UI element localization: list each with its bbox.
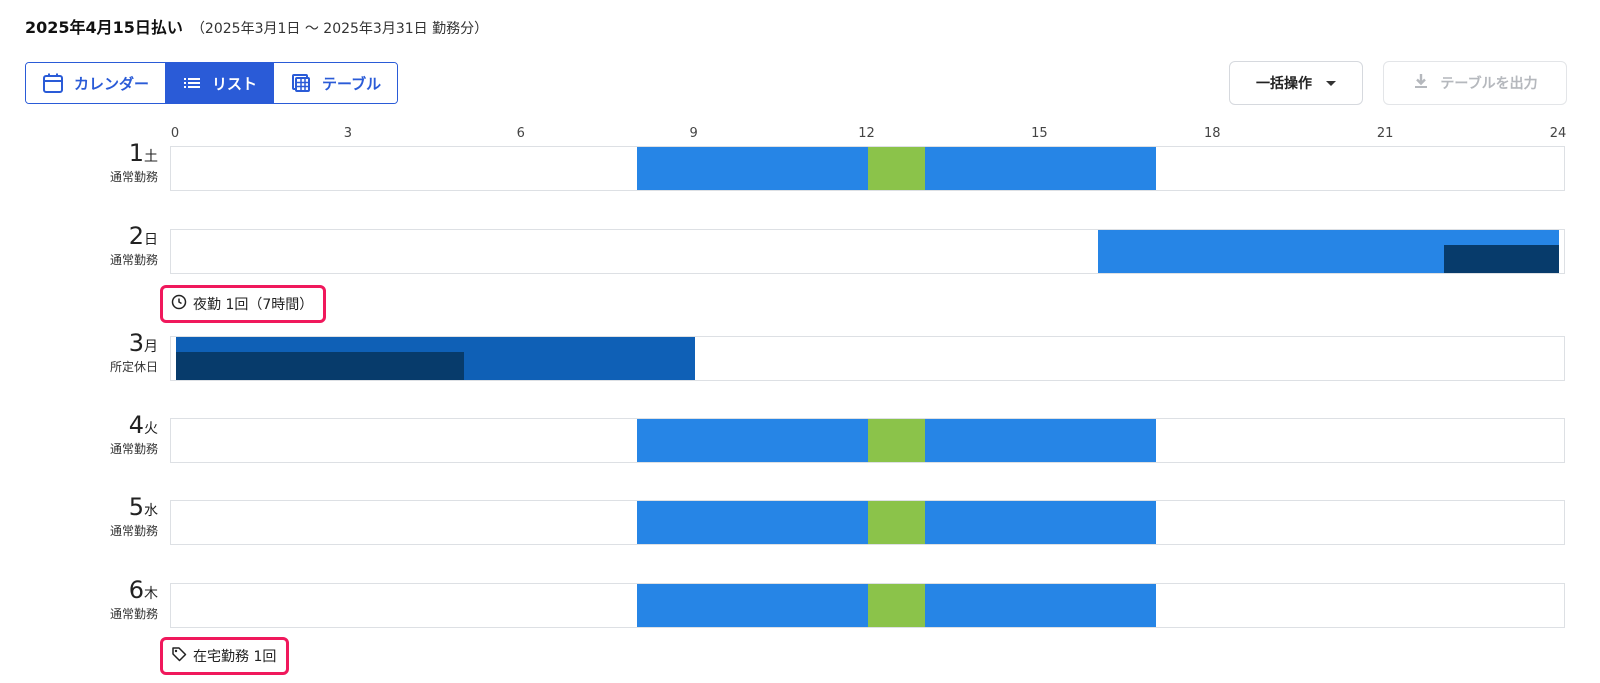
- bulk-actions-label: 一括操作: [1256, 76, 1312, 92]
- list-view-label: リスト: [212, 74, 258, 93]
- work-segment[interactable]: [925, 147, 1156, 190]
- list-icon: [182, 73, 202, 93]
- day-timeline-track[interactable]: [170, 229, 1565, 274]
- day-summary-tag: 在宅勤務 1回: [160, 637, 290, 675]
- calendar-icon: [42, 72, 64, 94]
- caret-down-icon: [1326, 80, 1336, 86]
- day-weekday: 月: [144, 339, 158, 355]
- list-view-button[interactable]: リスト: [165, 63, 274, 103]
- day-timeline-track[interactable]: [170, 500, 1565, 545]
- day-number: 5: [128, 493, 144, 521]
- day-timeline-track[interactable]: [170, 583, 1565, 628]
- axis-tick-label: 24: [1549, 126, 1567, 141]
- page-header: 2025年4月15日払い （2025年3月1日 〜 2025年3月31日 勤務分…: [25, 14, 488, 42]
- break-segment[interactable]: [867, 147, 926, 190]
- night-segment[interactable]: [1443, 245, 1559, 273]
- axis-tick-label: 0: [170, 126, 180, 141]
- day-label: 2日通常勤務: [110, 223, 158, 268]
- day-type: 通常勤務: [109, 442, 158, 456]
- axis-tick-label: 9: [689, 126, 698, 141]
- axis-tick-label: 6: [516, 126, 525, 141]
- day-weekday: 日: [144, 232, 158, 248]
- axis-tick-label: 12: [858, 126, 875, 141]
- day-label: 4火通常勤務: [110, 412, 158, 457]
- night-segment[interactable]: [176, 352, 465, 380]
- axis-tick-label: 21: [1376, 126, 1394, 141]
- work-segment[interactable]: [925, 501, 1156, 544]
- day-type: 通常勤務: [109, 170, 158, 184]
- day-number: 6: [128, 576, 144, 604]
- day-timeline-track[interactable]: [170, 418, 1565, 463]
- work-segment[interactable]: [637, 584, 868, 627]
- tag-text: 夜勤 1回（7時間）: [193, 297, 314, 313]
- day-weekday: 水: [144, 503, 158, 519]
- day-weekday: 土: [144, 149, 158, 165]
- axis-tick-label: 3: [343, 126, 353, 141]
- day-type: 通常勤務: [109, 607, 158, 621]
- period-subtitle: （2025年3月1日 〜 2025年3月31日 勤務分）: [190, 21, 489, 37]
- tag-icon: [171, 646, 187, 666]
- work-segment[interactable]: [637, 501, 868, 544]
- day-weekday: 火: [144, 421, 158, 437]
- work-segment[interactable]: [925, 419, 1156, 462]
- calendar-view-button[interactable]: カレンダー: [26, 63, 166, 103]
- break-segment[interactable]: [867, 584, 926, 627]
- day-type: 通常勤務: [109, 253, 158, 267]
- bulk-actions-button[interactable]: 一括操作: [1229, 61, 1363, 105]
- day-number: 1: [128, 139, 144, 167]
- day-number: 4: [128, 411, 144, 439]
- break-segment[interactable]: [867, 419, 926, 462]
- day-timeline-track[interactable]: [170, 336, 1565, 381]
- clock-icon: [171, 294, 187, 314]
- download-icon: [1412, 72, 1430, 94]
- day-label: 1土通常勤務: [110, 140, 158, 185]
- axis-tick-label: 18: [1203, 126, 1221, 141]
- table-icon: [290, 72, 312, 94]
- day-timeline-track[interactable]: [170, 146, 1565, 191]
- day-summary-tag: 夜勤 1回（7時間）: [160, 285, 327, 323]
- day-label: 6木通常勤務: [110, 577, 158, 622]
- day-number: 3: [128, 329, 144, 357]
- export-table-button[interactable]: テーブルを出力: [1383, 61, 1567, 105]
- day-type: 所定休日: [109, 360, 158, 374]
- day-weekday: 木: [144, 586, 158, 602]
- day-label: 5水通常勤務: [110, 494, 158, 539]
- work-segment[interactable]: [637, 147, 868, 190]
- work-segment[interactable]: [925, 584, 1156, 627]
- table-view-button[interactable]: テーブル: [273, 63, 398, 103]
- break-segment[interactable]: [867, 501, 926, 544]
- tag-text: 在宅勤務 1回: [193, 649, 277, 665]
- calendar-view-label: カレンダー: [74, 74, 150, 93]
- day-label: 3月所定休日: [110, 330, 158, 375]
- day-number: 2: [128, 222, 144, 250]
- table-view-label: テーブル: [322, 74, 382, 93]
- view-toggle: カレンダー リスト テーブル: [25, 62, 399, 104]
- day-type: 通常勤務: [109, 524, 158, 538]
- page-title: 2025年4月15日払い: [25, 18, 183, 37]
- export-label: テーブルを出力: [1440, 76, 1538, 92]
- axis-tick-label: 15: [1031, 126, 1048, 141]
- work-segment[interactable]: [637, 419, 868, 462]
